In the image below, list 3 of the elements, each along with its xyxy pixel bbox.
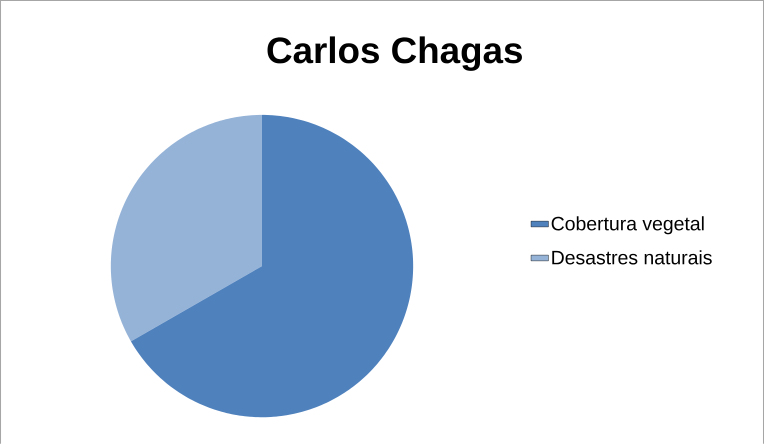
chart-title: Carlos Chagas — [268, 36, 522, 71]
legend-label: Desastres naturais — [552, 250, 712, 264]
legend-label: Cobertura vegetal — [552, 216, 704, 234]
